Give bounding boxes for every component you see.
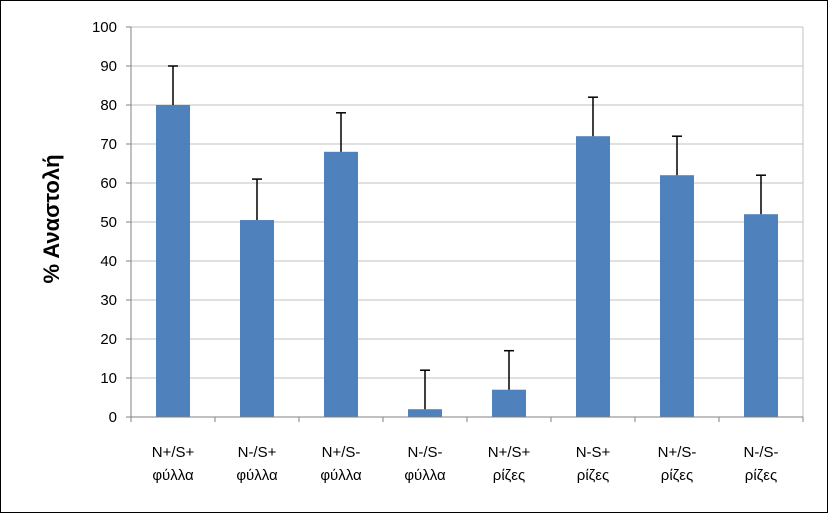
x-category-label: φύλλα xyxy=(152,467,194,484)
y-tick-label: 40 xyxy=(100,253,117,270)
x-category-label: N+/S- xyxy=(658,444,697,461)
y-tick-label: 90 xyxy=(100,58,117,75)
y-tick-label: 50 xyxy=(100,214,117,231)
y-axis-title: % Αναστολή xyxy=(39,154,64,283)
bar xyxy=(744,214,778,417)
axes xyxy=(126,26,804,422)
x-category-label: N+/S+ xyxy=(152,444,195,461)
bars xyxy=(156,105,778,418)
bar xyxy=(156,105,190,417)
x-category-label: ρίζες xyxy=(745,467,777,484)
bar xyxy=(576,136,610,417)
x-category-label: N-/S- xyxy=(408,444,443,461)
y-tick-label: 10 xyxy=(100,370,117,387)
x-category-label: φύλλα xyxy=(320,467,362,484)
x-category-label: ρίζες xyxy=(493,467,525,484)
x-category-label: ρίζες xyxy=(577,467,609,484)
x-category-label: N-/S- xyxy=(744,444,779,461)
x-category-label: N-/S+ xyxy=(238,444,277,461)
y-tick-label: 30 xyxy=(100,292,117,309)
y-tick-label: 80 xyxy=(100,97,117,114)
x-category-label: N+/S+ xyxy=(488,444,531,461)
bar xyxy=(492,389,526,417)
bar xyxy=(660,175,694,417)
x-category-label: φύλλα xyxy=(404,467,446,484)
gridlines xyxy=(131,26,804,417)
bar xyxy=(324,151,358,418)
y-tick-label: 100 xyxy=(92,19,117,36)
bar xyxy=(408,409,442,417)
y-tick-label: 20 xyxy=(100,331,117,348)
x-category-label: N-S+ xyxy=(576,444,611,461)
x-category-labels: N+/S+ φύλλα N-/S+ φύλλα N+/S-φύλλα N-/S-φύλλα… xyxy=(152,444,779,484)
bar xyxy=(240,220,274,417)
y-tick-label: 60 xyxy=(100,175,117,192)
x-category-label: ρίζες xyxy=(661,467,693,484)
error-bars xyxy=(168,65,766,410)
y-tick-labels: 0 10 20 30 40 50 60 70 80 90 100 xyxy=(92,19,117,426)
y-tick-label: 0 xyxy=(109,409,117,426)
x-category-label: N+/S- xyxy=(322,444,361,461)
y-tick-label: 70 xyxy=(100,136,117,153)
x-category-label: φύλλα xyxy=(236,467,278,484)
